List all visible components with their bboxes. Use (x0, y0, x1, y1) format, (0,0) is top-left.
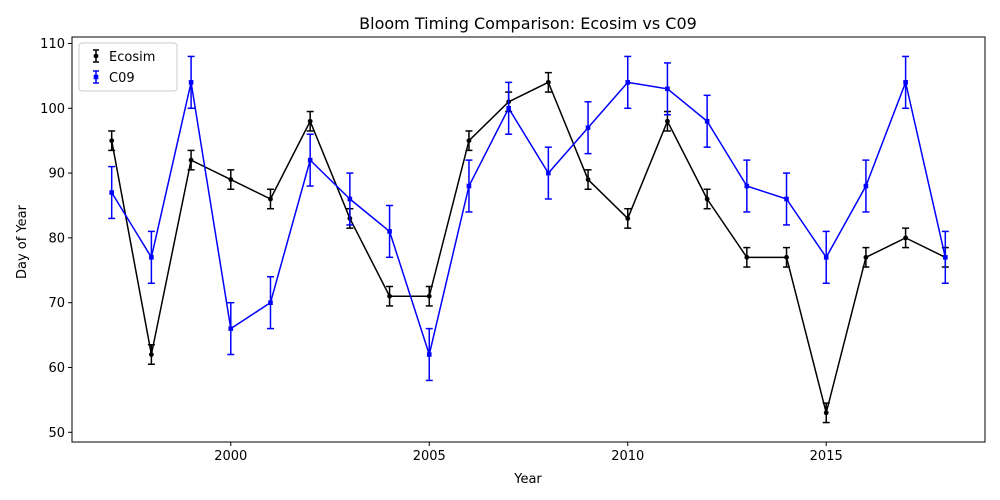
data-point (426, 352, 432, 357)
data-point (863, 183, 869, 189)
chart-title: Bloom Timing Comparison: Ecosim vs C09 (359, 14, 697, 33)
data-point (506, 105, 511, 111)
data-point (704, 118, 710, 124)
legend-box (78, 42, 178, 92)
data-point (109, 138, 115, 144)
data-point (387, 229, 392, 234)
data-point (466, 138, 472, 144)
data-point (268, 196, 273, 202)
x-tick-label: 2015 (810, 449, 843, 464)
y-tick-label: 100 (40, 102, 65, 117)
legend-label: Ecosim (109, 50, 155, 65)
y-tick-label: 80 (48, 231, 65, 246)
series-ecosim (108, 71, 949, 424)
data-point (744, 183, 750, 189)
data-point (625, 80, 631, 85)
data-point (228, 177, 234, 182)
x-tick-label: 2000 (214, 449, 247, 464)
data-point (546, 170, 551, 176)
legend-label: C09 (109, 71, 135, 86)
legend-marker (93, 74, 99, 80)
data-point (426, 293, 432, 299)
y-tick-label: 90 (48, 167, 65, 182)
series-layer (108, 55, 949, 424)
data-point (188, 157, 194, 163)
data-point (744, 254, 750, 260)
data-point (784, 254, 789, 260)
x-tick-label: 2005 (413, 449, 446, 464)
data-point (585, 177, 591, 182)
data-point (347, 196, 353, 202)
data-point (148, 352, 154, 357)
legend-marker (93, 53, 99, 59)
legend: Ecosim C09 (78, 42, 178, 92)
data-point (307, 118, 313, 124)
data-point (665, 118, 670, 124)
x-tick-label: 2010 (611, 449, 644, 464)
y-tick-label: 70 (48, 296, 65, 311)
series-line-ecosim (110, 81, 946, 414)
y-tick-label: 50 (48, 426, 65, 441)
legend-item-c09: C09 (93, 70, 135, 86)
data-point (387, 293, 392, 299)
data-point (585, 125, 591, 131)
data-point (943, 255, 948, 260)
data-point (188, 80, 194, 85)
data-point (268, 300, 273, 305)
data-point (625, 216, 631, 221)
x-axis-title: Year (513, 472, 542, 487)
data-point (665, 86, 670, 92)
data-point (109, 190, 114, 195)
data-point (545, 79, 551, 85)
data-point (903, 80, 908, 85)
series-line-c09 (111, 81, 947, 356)
axes: 2000 2005 2010 2015 50 60 70 80 90 100 110 (40, 36, 986, 464)
data-point (863, 254, 869, 260)
y-tick-label: 60 (48, 361, 65, 376)
data-point (784, 196, 789, 202)
legend-item-ecosim: Ecosim (93, 49, 155, 65)
y-axis-title: Day of Year (15, 204, 30, 279)
data-point (704, 196, 710, 202)
data-point (149, 255, 154, 260)
data-point (903, 235, 909, 241)
series-c09 (108, 55, 949, 382)
plot-frame (71, 36, 986, 443)
data-point (307, 157, 313, 163)
y-tick-label: 110 (40, 37, 65, 52)
data-point (228, 326, 234, 331)
data-point (466, 183, 472, 189)
data-point (823, 255, 829, 260)
data-point (823, 410, 829, 416)
